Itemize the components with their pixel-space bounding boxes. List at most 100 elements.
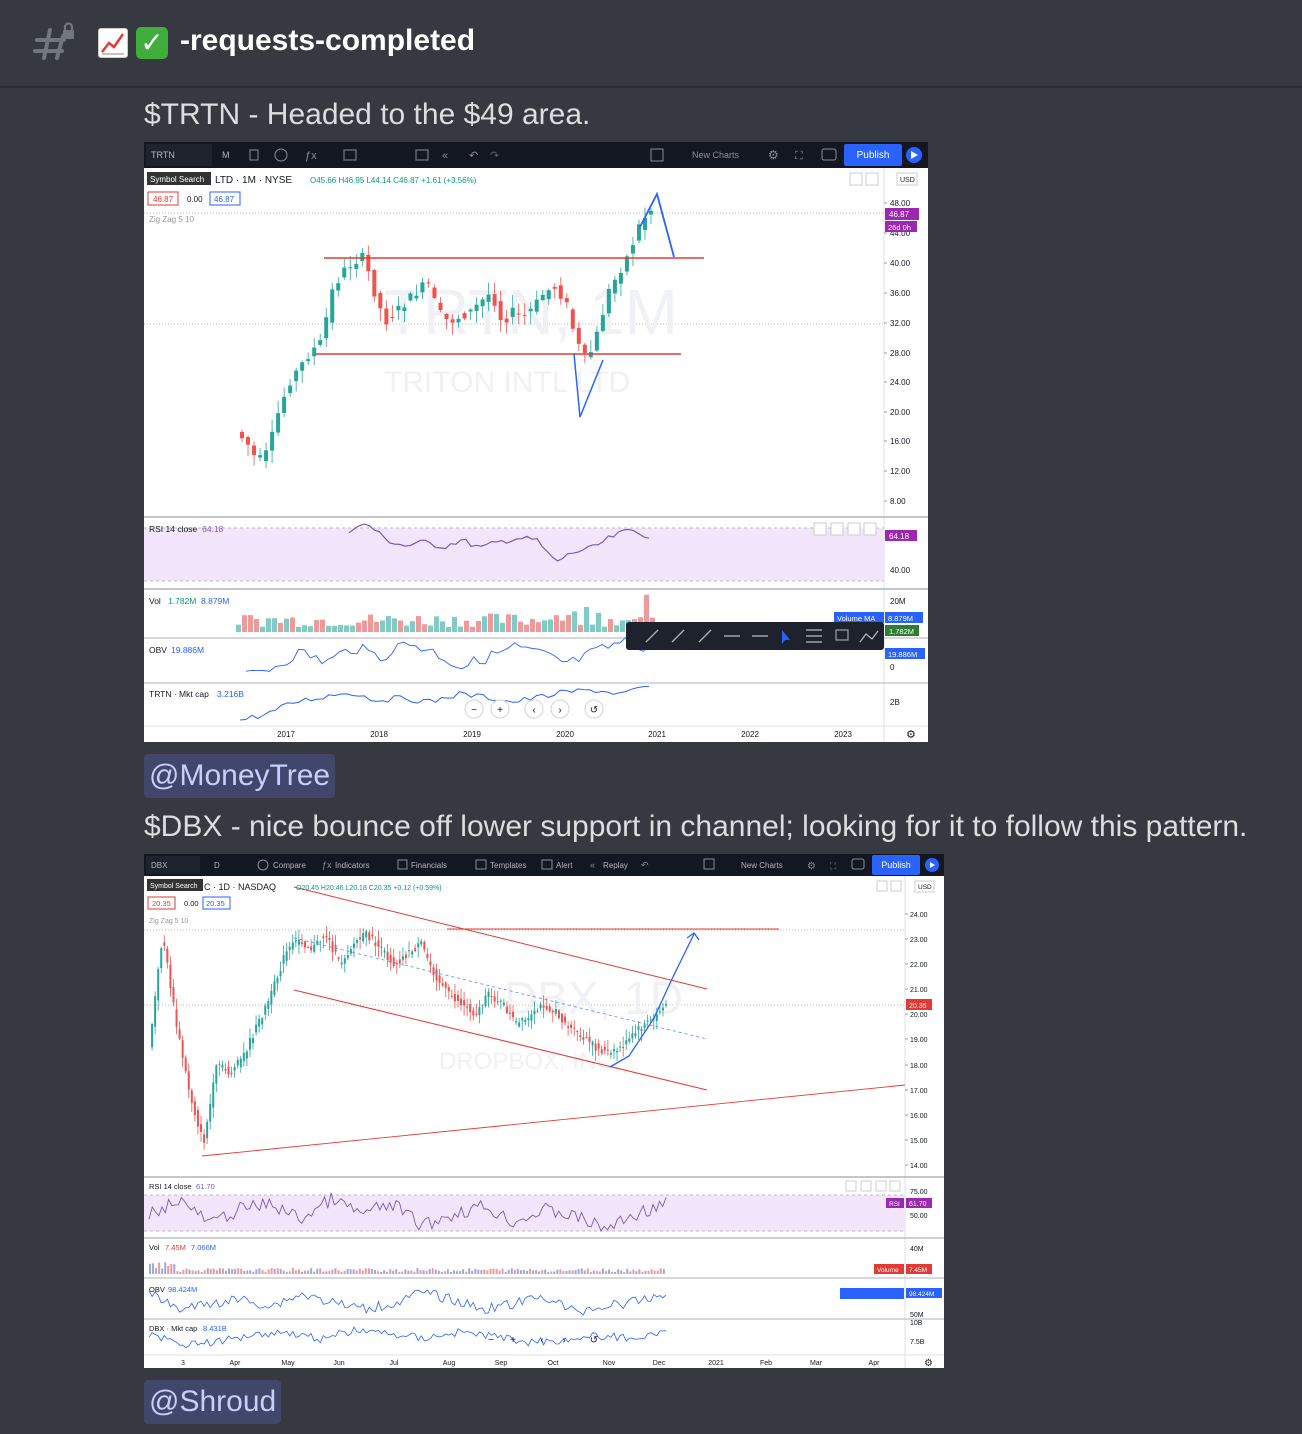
add-indicator-icon[interactable] bbox=[274, 148, 288, 162]
scroll-right-button[interactable]: › bbox=[562, 1335, 565, 1346]
templates-button[interactable]: Templates bbox=[490, 861, 526, 870]
pane-move-up-icon[interactable] bbox=[845, 1180, 857, 1192]
undo-icon[interactable]: ↶ bbox=[641, 860, 649, 870]
chart-line-tool-icon[interactable] bbox=[859, 630, 879, 643]
pane-close-icon[interactable] bbox=[875, 1180, 887, 1192]
alert-button[interactable]: Alert bbox=[556, 861, 573, 870]
vol-axis-tick: 40M bbox=[910, 1246, 924, 1253]
candle-body bbox=[622, 1046, 625, 1049]
price-axis-tick: 15.00 bbox=[910, 1138, 928, 1145]
sell-box[interactable] bbox=[147, 896, 176, 910]
maximize-icon[interactable] bbox=[890, 880, 902, 892]
volume-bar bbox=[346, 1269, 349, 1274]
snapshot-camera-icon[interactable] bbox=[851, 858, 865, 870]
settings-gear-icon[interactable]: ⚙ bbox=[768, 148, 779, 162]
sell-box[interactable] bbox=[147, 191, 179, 206]
chart-settings-gear-icon[interactable]: ⚙ bbox=[924, 1358, 933, 1368]
zoom-out-button[interactable] bbox=[464, 699, 484, 719]
symbol-search-field[interactable]: TRTN bbox=[151, 150, 175, 160]
user-mention[interactable]: @MoneyTree bbox=[144, 754, 336, 798]
templates-icon[interactable] bbox=[475, 859, 487, 870]
candles-icon[interactable] bbox=[249, 149, 259, 161]
buy-box[interactable] bbox=[202, 896, 231, 910]
chart-image-trtn[interactable]: TRTN M ƒx « ↶ ↷ New Charts ⚙ ⛶ Publish T… bbox=[144, 142, 928, 742]
fullscreen-icon[interactable]: ⛶ bbox=[795, 150, 803, 162]
new-charts-button[interactable]: New Charts bbox=[692, 150, 740, 160]
settings-gear-icon[interactable]: ⚙ bbox=[807, 861, 816, 872]
fx-icon[interactable]: ƒx bbox=[305, 150, 317, 162]
pane-maximize-icon[interactable] bbox=[889, 1180, 901, 1192]
obv-line bbox=[148, 1289, 667, 1316]
zoom-in-button[interactable] bbox=[490, 699, 510, 719]
alert-icon[interactable] bbox=[541, 859, 553, 870]
scroll-left-button[interactable]: ‹ bbox=[540, 1335, 543, 1346]
projection-arrow[interactable] bbox=[609, 933, 695, 1068]
volume-bar bbox=[173, 1264, 176, 1274]
interval-button[interactable]: M bbox=[222, 150, 230, 160]
cursor-tool-icon[interactable] bbox=[782, 630, 790, 644]
ray-tool-icon[interactable] bbox=[671, 629, 685, 643]
chart-settings-gear-icon[interactable]: ⚙ bbox=[906, 729, 916, 741]
volume-bar bbox=[580, 1268, 583, 1274]
extended-line-tool-icon[interactable] bbox=[698, 629, 712, 643]
channel-midline[interactable] bbox=[293, 937, 708, 1040]
interval-button[interactable]: D bbox=[214, 861, 220, 870]
financials-icon[interactable] bbox=[397, 859, 408, 870]
financials-icon[interactable] bbox=[343, 149, 357, 161]
buy-box[interactable] bbox=[209, 191, 241, 206]
user-mention[interactable]: @Shroud bbox=[144, 1380, 282, 1424]
arrow-down-icon[interactable] bbox=[849, 172, 863, 186]
candle-body bbox=[157, 969, 160, 1001]
publish-button[interactable] bbox=[872, 855, 920, 875]
pane-move-down-icon[interactable] bbox=[860, 1180, 872, 1192]
channel-upper-line[interactable] bbox=[293, 886, 708, 990]
layout-icon[interactable] bbox=[650, 148, 664, 162]
pane-move-down-icon[interactable] bbox=[830, 522, 844, 536]
maximize-icon[interactable] bbox=[865, 172, 879, 186]
layout-icon[interactable] bbox=[703, 858, 715, 870]
snapshot-camera-icon[interactable] bbox=[821, 148, 837, 161]
compare-button[interactable]: Compare bbox=[273, 861, 306, 870]
candle-body bbox=[276, 977, 279, 984]
pane-move-up-icon[interactable] bbox=[813, 522, 827, 536]
replay-icon[interactable]: « bbox=[590, 860, 595, 870]
price-axis-tick: 17.00 bbox=[910, 1088, 928, 1095]
trend-line-tool-icon[interactable] bbox=[645, 629, 659, 643]
publish-button[interactable] bbox=[844, 144, 902, 166]
support-trend-line[interactable] bbox=[201, 1084, 906, 1157]
scroll-right-button[interactable] bbox=[550, 699, 570, 719]
fx-icon[interactable]: ƒx bbox=[322, 860, 332, 870]
pane-close-icon[interactable] bbox=[847, 522, 861, 536]
replay-icon[interactable]: « bbox=[442, 150, 448, 162]
zigzag-drawing[interactable] bbox=[573, 353, 604, 418]
fullscreen-icon[interactable]: ⛶ bbox=[829, 861, 837, 871]
volume-bar bbox=[167, 1266, 170, 1274]
scroll-left-button[interactable] bbox=[524, 699, 544, 719]
compare-icon[interactable] bbox=[257, 859, 269, 871]
redo-icon[interactable]: ↷ bbox=[490, 150, 499, 162]
candle-body bbox=[619, 1046, 622, 1048]
arrow-down-icon[interactable] bbox=[876, 880, 888, 892]
undo-icon[interactable]: ↶ bbox=[469, 150, 478, 162]
eraser-icon[interactable] bbox=[835, 629, 849, 641]
replay-button[interactable]: Replay bbox=[603, 861, 628, 870]
projection-arrow[interactable] bbox=[639, 191, 675, 258]
new-charts-button[interactable]: New Charts bbox=[741, 861, 783, 870]
channel-lower-line[interactable] bbox=[293, 989, 708, 1091]
candle-body bbox=[288, 385, 293, 394]
candle-body bbox=[362, 933, 365, 942]
chart-image-dbx[interactable]: DBX D Compare ƒx Indicators Financials T… bbox=[144, 854, 944, 1368]
volume-bar bbox=[554, 615, 559, 632]
financials-button[interactable]: Financials bbox=[411, 861, 447, 870]
indicators-button[interactable]: Indicators bbox=[335, 861, 370, 870]
volume-bar bbox=[446, 626, 451, 632]
zoom-out-button[interactable]: − bbox=[488, 1335, 494, 1346]
candle-body bbox=[606, 288, 611, 314]
alert-icon[interactable] bbox=[415, 149, 429, 161]
zoom-in-button[interactable]: + bbox=[510, 1335, 516, 1346]
symbol-search-field[interactable]: DBX bbox=[151, 861, 168, 870]
reset-chart-button[interactable] bbox=[584, 699, 604, 719]
pane-maximize-icon[interactable] bbox=[863, 522, 877, 536]
reset-chart-button[interactable]: ↺ bbox=[590, 1335, 598, 1346]
candle-body bbox=[246, 437, 251, 445]
